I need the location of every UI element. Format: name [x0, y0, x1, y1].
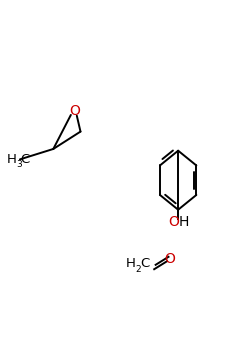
Text: 2: 2 — [136, 265, 141, 274]
Text: C: C — [140, 257, 149, 270]
Text: O: O — [69, 104, 80, 118]
Text: H: H — [178, 215, 189, 229]
Text: O: O — [164, 252, 175, 266]
Text: O: O — [168, 215, 179, 229]
Text: 3: 3 — [16, 160, 22, 169]
Text: H: H — [6, 153, 16, 166]
Text: H: H — [126, 257, 136, 270]
Text: C: C — [21, 153, 30, 166]
